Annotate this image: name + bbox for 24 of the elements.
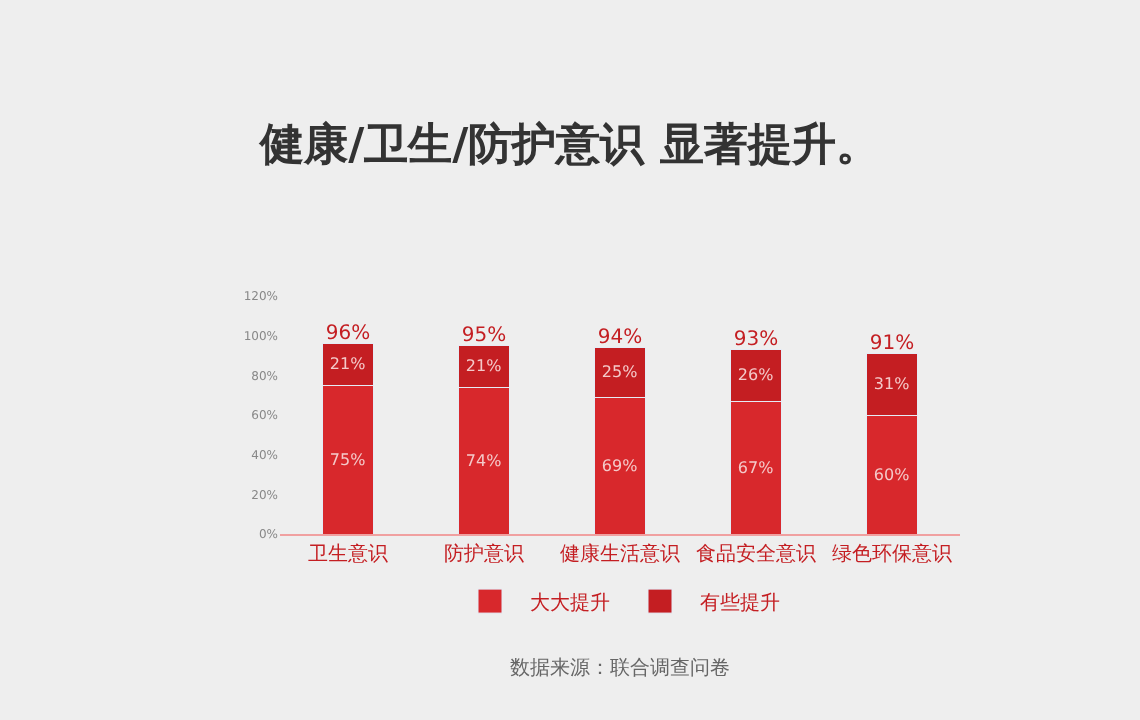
data-label: 26%: [737, 366, 775, 385]
legend-label: 大大提升: [530, 590, 610, 615]
data-label: 75%: [329, 450, 367, 469]
x-tick-label: 防护意识: [444, 542, 524, 566]
chart-title: 健康/卫生/防护意识 显著提升。: [258, 119, 880, 172]
legend-label: 有些提升: [700, 590, 780, 615]
total-label: 91%: [869, 332, 915, 355]
data-label: 74%: [465, 451, 503, 470]
x-tick-label: 健康生活意识: [560, 542, 680, 566]
data-label: 69%: [601, 456, 639, 475]
source-note: 数据来源：联合调查问卷: [510, 656, 730, 680]
x-tick-label: 卫生意识: [308, 542, 388, 566]
total-label: 96%: [325, 322, 371, 345]
data-label: 21%: [329, 355, 367, 374]
data-label: 67%: [737, 458, 775, 477]
data-label: 60%: [873, 465, 911, 484]
data-label: 25%: [601, 363, 639, 382]
x-tick-label: 食品安全意识: [696, 542, 816, 566]
total-label: 95%: [461, 324, 507, 347]
data-label: 21%: [465, 357, 503, 376]
data-label: 31%: [873, 375, 911, 394]
total-label: 94%: [597, 326, 643, 349]
total-label: 93%: [733, 328, 779, 351]
x-tick-label: 绿色环保意识: [832, 542, 952, 566]
